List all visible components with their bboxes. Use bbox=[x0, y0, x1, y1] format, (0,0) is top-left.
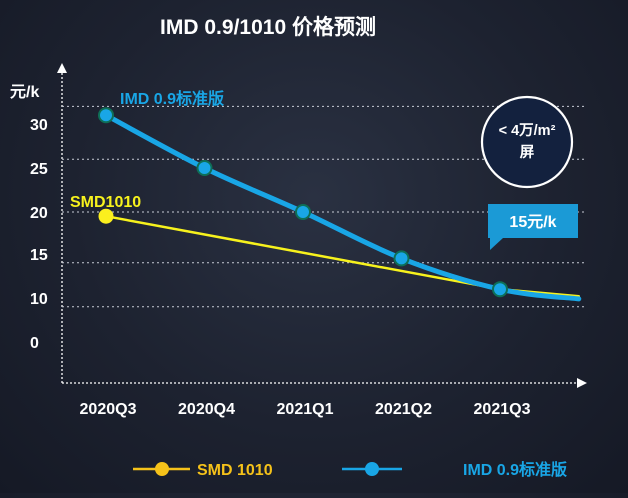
legend: SMD 1010 IMD 0.9标准版 bbox=[133, 460, 567, 479]
imd-data-point bbox=[196, 160, 213, 176]
axes bbox=[57, 63, 587, 388]
y-tick-label: 30 bbox=[30, 117, 48, 134]
chart-title: IMD 0.9/1010 价格预测 bbox=[160, 15, 376, 39]
y-tick-label: 0 bbox=[30, 335, 39, 352]
x-tick-labels: 2020Q3 2020Q4 2021Q1 2021Q2 2021Q3 bbox=[80, 401, 531, 418]
x-tick-label: 2020Q4 bbox=[178, 401, 235, 418]
imd-data-point bbox=[98, 107, 114, 124]
callout-text: 15元/k bbox=[509, 214, 556, 231]
x-tick-label: 2021Q1 bbox=[277, 401, 334, 418]
legend-item-smd: SMD 1010 bbox=[133, 462, 273, 479]
badge-line-1: < 4万/m² bbox=[499, 122, 556, 139]
x-tick-label: 2021Q3 bbox=[474, 401, 531, 418]
y-tick-label: 20 bbox=[30, 205, 48, 222]
legend-swatch-marker bbox=[155, 462, 169, 476]
cost-circle-badge: < 4万/m² 屏 bbox=[480, 95, 574, 189]
legend-label: IMD 0.9标准版 bbox=[463, 460, 567, 479]
y-tick-label: 10 bbox=[30, 291, 48, 308]
smd-data-point bbox=[98, 208, 114, 224]
badge-circle bbox=[480, 95, 574, 189]
imd-data-point bbox=[295, 204, 311, 220]
badge-line-2: 屏 bbox=[520, 144, 535, 161]
y-tick-label: 15 bbox=[30, 247, 48, 264]
series-markers bbox=[98, 107, 508, 298]
x-tick-label: 2021Q2 bbox=[375, 401, 432, 418]
legend-label: SMD 1010 bbox=[197, 462, 273, 479]
y-tick-labels: 0 10 15 20 25 30 bbox=[30, 117, 48, 352]
smd-series-label: SMD1010 bbox=[70, 194, 141, 211]
y-axis-label: 元/k bbox=[10, 84, 39, 101]
imd-data-point bbox=[492, 281, 508, 298]
imd-data-point bbox=[393, 250, 410, 267]
y-axis-arrow bbox=[57, 63, 67, 73]
callout-box bbox=[488, 204, 578, 238]
price-callout: 15元/k bbox=[488, 204, 578, 250]
callout-pointer bbox=[490, 238, 503, 250]
legend-item-imd: IMD 0.9标准版 bbox=[342, 460, 567, 479]
y-tick-label: 25 bbox=[30, 161, 48, 178]
x-axis-arrow bbox=[577, 378, 587, 388]
x-tick-label: 2020Q3 bbox=[80, 401, 137, 418]
imd-series-label: IMD 0.9标准版 bbox=[120, 89, 224, 108]
legend-swatch-marker bbox=[365, 462, 379, 476]
